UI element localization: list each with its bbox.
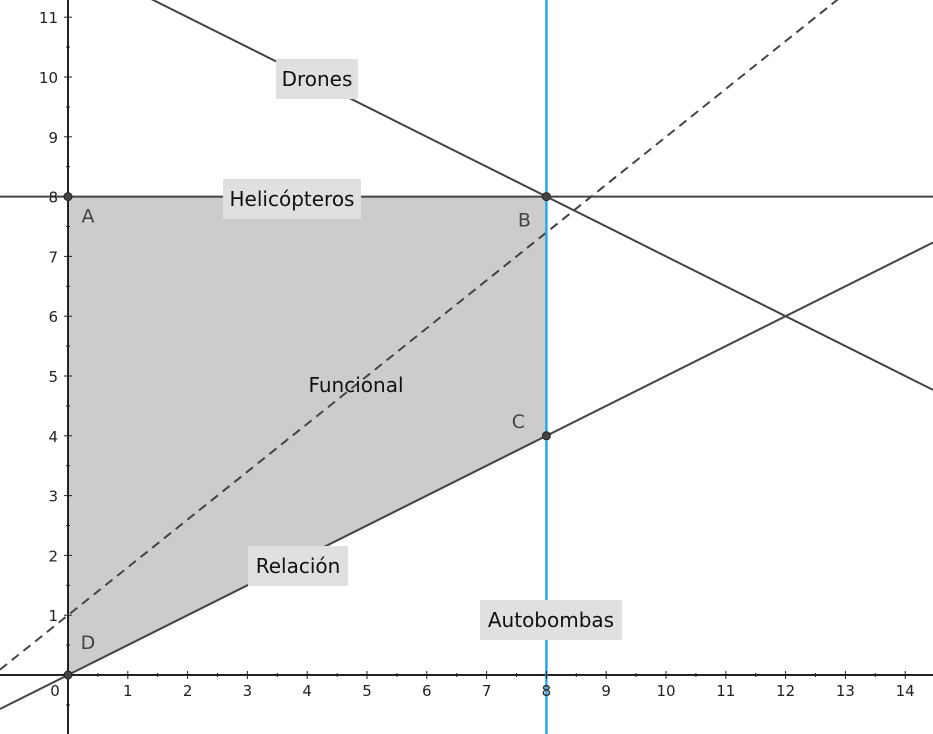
autobombas-label: Autobombas <box>480 600 622 640</box>
y-tick-label: 1 <box>48 607 58 625</box>
x-tick-label: 5 <box>362 682 372 700</box>
drones-line <box>150 0 933 391</box>
x-tick-label: 9 <box>601 682 611 700</box>
x-tick-label: 4 <box>302 682 312 700</box>
x-tick-label: 3 <box>243 682 253 700</box>
y-tick-label: 10 <box>39 69 58 87</box>
drones-label-background <box>276 59 358 99</box>
x-tick-label: 13 <box>836 682 855 700</box>
y-tick-label: 2 <box>48 547 58 565</box>
autobombas-label-background <box>480 600 622 640</box>
point-label-a: A <box>82 206 95 228</box>
point-d <box>63 670 73 680</box>
relacion-line <box>0 241 933 710</box>
point-label-b: B <box>518 210 531 232</box>
autobombas-label-text: Autobombas <box>488 608 614 632</box>
drones-label: Drones <box>276 59 358 99</box>
point-b <box>541 192 551 202</box>
x-tick-label: 6 <box>422 682 432 700</box>
x-tick-label: 8 <box>542 682 552 700</box>
drones-label-text: Drones <box>282 67 353 91</box>
feasible-region <box>68 196 547 675</box>
funcional-label: Funcional <box>308 373 403 397</box>
helicopteros-label: Helicópteros <box>223 179 361 219</box>
y-tick-label: 5 <box>48 368 58 386</box>
x-tick-label: 2 <box>183 682 193 700</box>
y-tick-label: 4 <box>48 428 58 446</box>
y-tick-label: 7 <box>48 248 58 266</box>
y-tick-label: 6 <box>48 308 58 326</box>
point-label-d: D <box>81 632 96 654</box>
y-tick-label: 8 <box>48 189 58 207</box>
relacion-label-text: Relación <box>256 554 341 578</box>
x-tick-label: 10 <box>656 682 675 700</box>
x-tick-label: 11 <box>716 682 735 700</box>
y-tick-label: 3 <box>48 488 58 506</box>
x-tick-label: 14 <box>896 682 915 700</box>
point-c <box>541 431 551 441</box>
relacion-label: Relación <box>248 546 348 586</box>
y-tick-label: 11 <box>39 9 58 27</box>
x-tick-label: 0 <box>50 682 60 700</box>
point-label-c: C <box>512 411 525 433</box>
relacion-label-background <box>248 546 348 586</box>
x-tick-label: 12 <box>776 682 795 700</box>
funcional-line <box>0 0 839 671</box>
helicopteros-label-background <box>223 179 361 219</box>
x-tick-label: 7 <box>482 682 492 700</box>
x-tick-label: 1 <box>123 682 133 700</box>
helicopteros-label-text: Helicópteros <box>230 187 355 211</box>
point-a <box>63 192 73 202</box>
y-tick-label: 9 <box>48 129 58 147</box>
